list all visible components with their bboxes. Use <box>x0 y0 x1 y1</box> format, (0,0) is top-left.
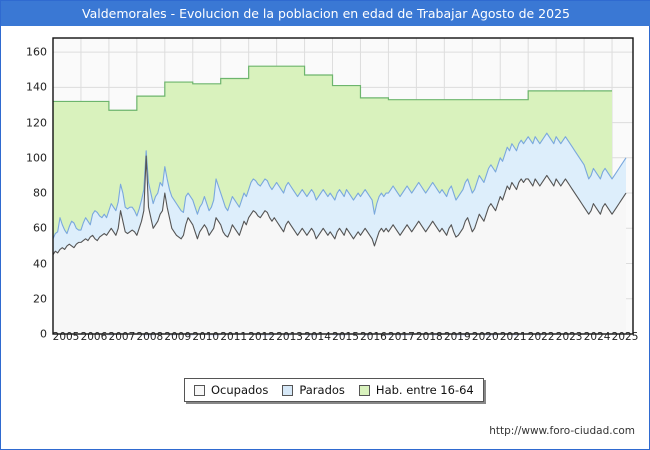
y-tick-label: 20 <box>33 292 47 306</box>
x-tick-label: 2013 <box>276 331 303 343</box>
x-tick-label: 2005 <box>52 331 80 343</box>
legend-label: Hab. entre 16-64 <box>375 383 474 397</box>
legend-item[interactable]: Parados <box>282 383 345 397</box>
x-axis-labels: 2005 2006 2007 2008 2009 2010 2011 2012 2013 2014… <box>1 331 650 351</box>
y-tick-label: 40 <box>33 257 47 271</box>
y-tick-label: 120 <box>26 116 47 130</box>
y-tick-label: 60 <box>33 221 47 235</box>
x-tick-label: 2021 <box>499 331 527 343</box>
x-tick-label: 2009 <box>164 331 192 343</box>
legend-label: Ocupados <box>211 383 269 397</box>
y-tick-label: 140 <box>26 80 47 94</box>
x-tick-label: 2016 <box>360 331 387 343</box>
page-title: Valdemorales - Evolucion de la poblacion… <box>82 6 570 21</box>
y-tick-label: 100 <box>26 151 47 165</box>
swatch-habitantes <box>358 384 370 396</box>
x-tick-label: 2014 <box>304 331 331 343</box>
x-tick-label: 2017 <box>388 331 415 343</box>
x-tick-label: 2012 <box>248 331 276 343</box>
y-tick-label: 160 <box>26 45 47 59</box>
chart-canvas <box>52 37 634 335</box>
y-axis-labels: 0 20 40 60 80 100 120 140 160 <box>1 26 51 346</box>
x-tick-label: 2022 <box>527 331 555 343</box>
x-tick-label: 2006 <box>80 331 108 343</box>
footer-url: http://www.foro-ciudad.com <box>489 425 635 437</box>
x-tick-label: 2024 <box>583 331 611 343</box>
x-tick-label: 2008 <box>136 331 164 343</box>
plot-area: 0 20 40 60 80 100 120 140 160 2005 2006 2007 2008 20… <box>1 26 650 346</box>
swatch-parados <box>282 384 294 396</box>
window-title-bar: Valdemorales - Evolucion de la poblacion… <box>1 1 650 26</box>
x-tick-label: 2018 <box>415 331 443 343</box>
x-tick-label: 2023 <box>555 331 583 343</box>
x-tick-label: 2007 <box>108 331 136 343</box>
swatch-ocupados <box>194 384 205 396</box>
legend-item[interactable]: Hab. entre 16-64 <box>358 383 474 397</box>
y-tick-label: 80 <box>33 186 47 200</box>
x-tick-label: 2011 <box>220 331 248 343</box>
x-tick-label: 2015 <box>332 331 359 343</box>
x-tick-label: 2025 <box>611 331 639 343</box>
chart-legend: Ocupados Parados Hab. entre 16-64 <box>184 378 484 402</box>
x-tick-label: 2010 <box>192 331 220 343</box>
x-tick-label: 2019 <box>443 331 471 343</box>
legend-label: Parados <box>299 383 345 397</box>
x-tick-label: 2020 <box>471 331 499 343</box>
legend-item[interactable]: Ocupados <box>194 383 268 397</box>
y-tick-label: 0 <box>40 327 47 341</box>
